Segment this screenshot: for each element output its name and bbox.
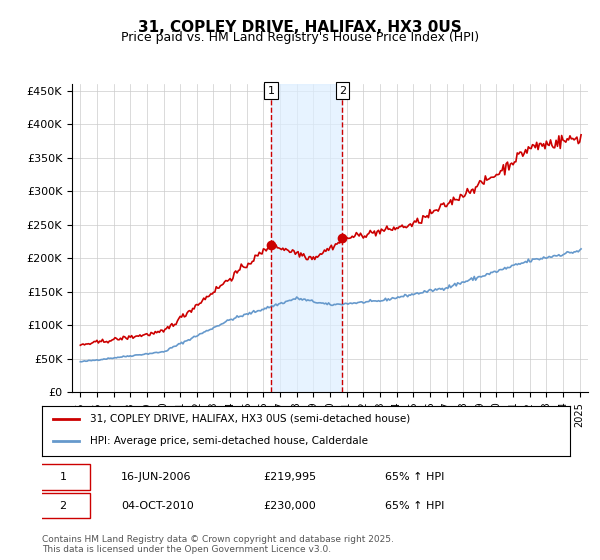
Text: 31, COPLEY DRIVE, HALIFAX, HX3 0US (semi-detached house): 31, COPLEY DRIVE, HALIFAX, HX3 0US (semi… [89, 414, 410, 423]
Text: £230,000: £230,000 [264, 501, 317, 511]
Text: HPI: Average price, semi-detached house, Calderdale: HPI: Average price, semi-detached house,… [89, 436, 368, 446]
Text: 04-OCT-2010: 04-OCT-2010 [121, 501, 194, 511]
FancyBboxPatch shape [37, 464, 89, 490]
Text: 65% ↑ HPI: 65% ↑ HPI [385, 472, 445, 482]
Text: £219,995: £219,995 [264, 472, 317, 482]
Text: 2: 2 [339, 86, 346, 96]
Text: Contains HM Land Registry data © Crown copyright and database right 2025.
This d: Contains HM Land Registry data © Crown c… [42, 535, 394, 554]
Bar [271, 84, 343, 392]
Text: 1: 1 [268, 86, 275, 96]
Text: Price paid vs. HM Land Registry's House Price Index (HPI): Price paid vs. HM Land Registry's House … [121, 31, 479, 44]
Text: 2: 2 [59, 501, 67, 511]
Text: 65% ↑ HPI: 65% ↑ HPI [385, 501, 445, 511]
Text: 31, COPLEY DRIVE, HALIFAX, HX3 0US: 31, COPLEY DRIVE, HALIFAX, HX3 0US [138, 20, 462, 35]
Text: 16-JUN-2006: 16-JUN-2006 [121, 472, 192, 482]
Text: 1: 1 [59, 472, 67, 482]
FancyBboxPatch shape [37, 493, 89, 519]
